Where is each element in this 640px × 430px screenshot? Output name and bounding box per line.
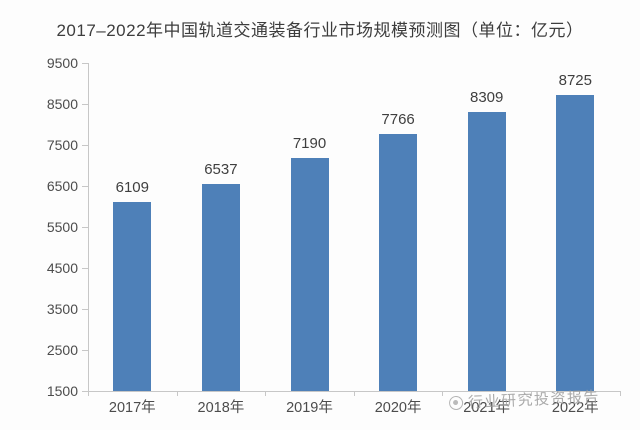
- y-axis-tick-label: 6500: [46, 178, 78, 194]
- y-axis-tick: [82, 63, 88, 64]
- y-axis-tick-label: 4500: [46, 260, 78, 276]
- y-axis-tick: [82, 391, 88, 392]
- x-axis-tick: [88, 391, 89, 396]
- y-axis-tick: [82, 268, 88, 269]
- bar-2021年: [467, 111, 506, 391]
- y-axis-line: [88, 63, 89, 391]
- bar-value-label: 6537: [204, 161, 238, 179]
- x-axis-tick: [531, 391, 532, 396]
- bar-value-label: 8725: [558, 71, 592, 89]
- bar-value-label: 8309: [470, 88, 504, 106]
- y-axis-tick-label: 2500: [46, 342, 78, 358]
- x-axis-category-label: 2022年: [551, 400, 599, 416]
- y-axis-tick-label: 3500: [46, 301, 78, 317]
- y-axis-tick: [82, 227, 88, 228]
- y-axis-tick-label: 5500: [46, 219, 78, 235]
- bar-2022年: [556, 94, 595, 391]
- x-axis-category-label: 2017年: [108, 400, 156, 416]
- bar-value-label: 7766: [381, 111, 415, 129]
- y-axis-tick: [82, 145, 88, 146]
- y-axis-tick: [82, 186, 88, 187]
- bar-2019年: [290, 157, 329, 391]
- x-axis-tick: [176, 391, 178, 396]
- watermark-logo-icon: [448, 395, 464, 410]
- y-axis-tick-label: 8500: [46, 96, 78, 112]
- y-axis-tick-label: 1500: [46, 383, 78, 399]
- x-axis-tick: [265, 391, 267, 396]
- bar-value-label: 7190: [292, 134, 327, 152]
- x-axis-tick: [442, 391, 444, 396]
- y-axis-tick: [82, 309, 88, 310]
- x-axis-category-label: 2021年: [463, 400, 511, 416]
- y-axis-tick-label: 7500: [46, 137, 78, 153]
- x-axis-category-label: 2019年: [286, 400, 333, 416]
- chart-title: 2017–2022年中国轨道交通装备行业市场规模预测图（单位：亿元）: [56, 21, 584, 40]
- bar-value-label: 6109: [115, 179, 149, 197]
- y-axis-tick: [82, 350, 88, 351]
- x-axis-tick: [619, 391, 621, 396]
- bar-2017年: [113, 202, 152, 391]
- x-axis-tick: [353, 391, 355, 396]
- bar-2020年: [379, 134, 418, 391]
- x-axis-category-label: 2020年: [374, 400, 422, 416]
- bar-2018年: [201, 184, 240, 391]
- y-axis-tick-label: 9500: [46, 55, 78, 71]
- y-axis-tick: [82, 104, 88, 105]
- x-axis-category-label: 2018年: [197, 400, 245, 416]
